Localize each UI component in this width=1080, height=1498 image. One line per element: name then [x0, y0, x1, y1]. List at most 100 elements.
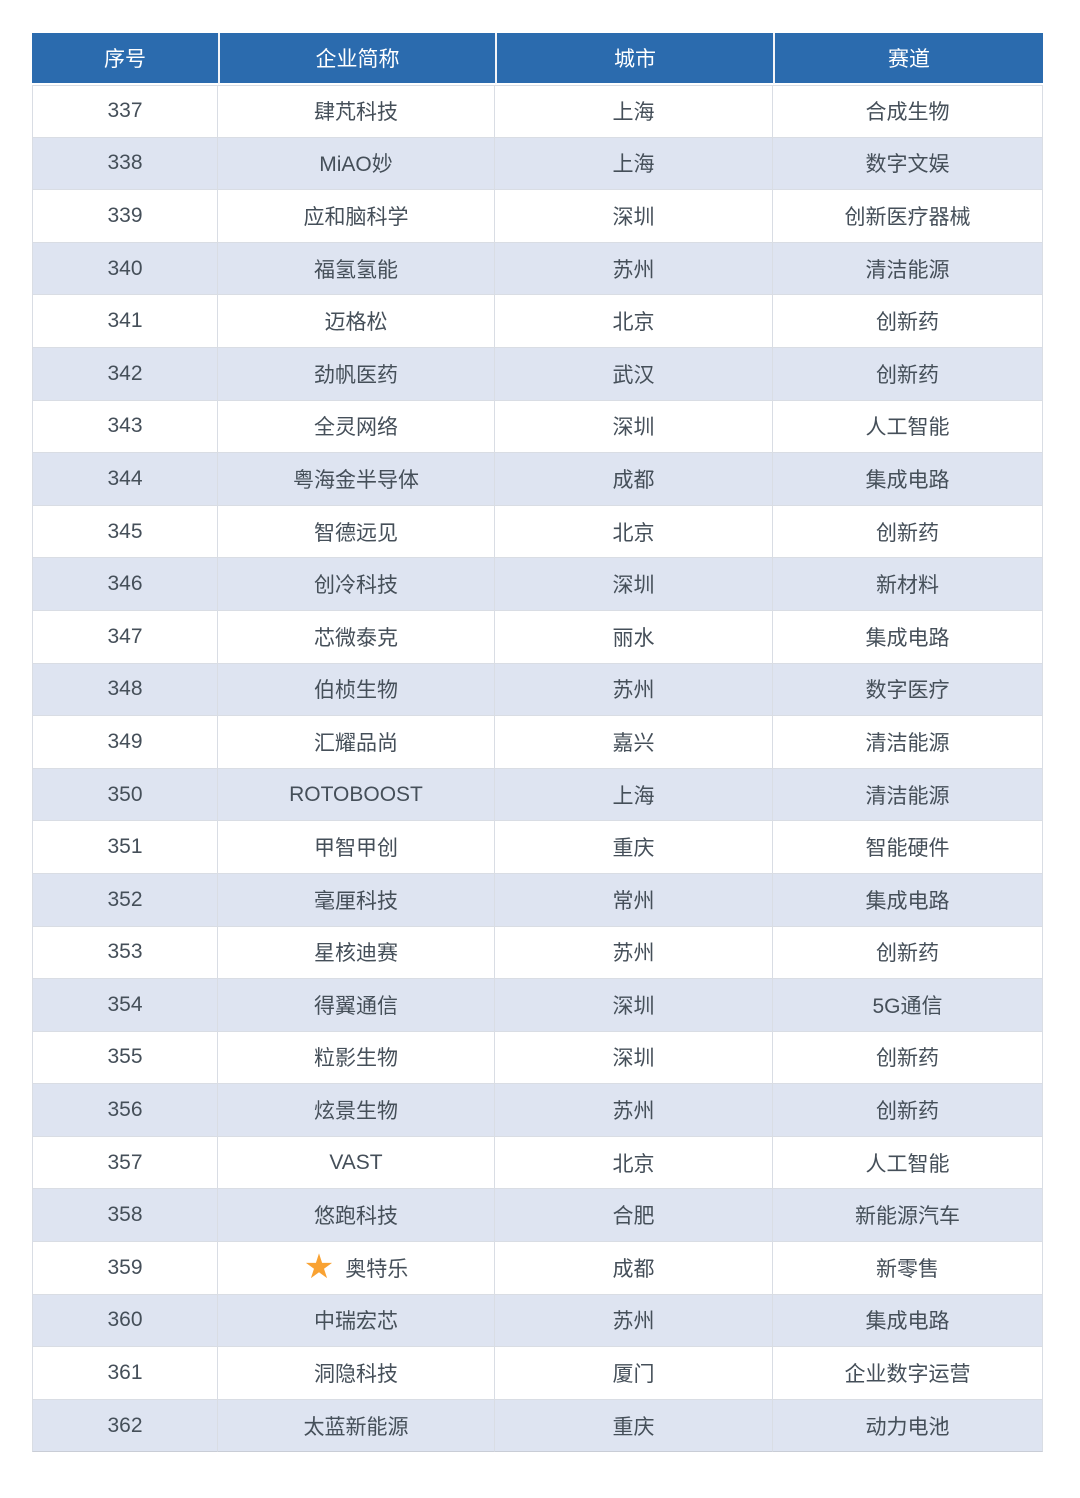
cell-no: 342 [32, 347, 218, 401]
cell-company: 得翼通信 [218, 979, 495, 1032]
cell-company: 全灵网络 [218, 400, 495, 454]
table-row: 343 全灵网络 深圳 人工智能 [32, 400, 1043, 454]
company-cell-content: 甲智甲创 [218, 832, 494, 862]
cell-no: 359 [32, 1242, 218, 1295]
table-row: 338 MiAO妙 上海 数字文娱 [32, 137, 1043, 191]
table-row: 348 伯桢生物 苏州 数字医疗 [32, 663, 1043, 717]
company-name: 迈格松 [324, 311, 388, 335]
cell-track: 人工智能 [773, 1136, 1043, 1190]
table-header: 序号 企业简称 城市 赛道 [32, 33, 1043, 85]
cell-track: 清洁能源 [773, 768, 1043, 822]
company-cell-content: 汇耀品尚 [218, 727, 494, 757]
cell-city: 上海 [495, 85, 773, 138]
table-row: 340 福氢氢能 苏州 清洁能源 [32, 242, 1043, 296]
cell-city: 深圳 [495, 190, 773, 243]
table-row: 345 智德远见 北京 创新药 [32, 505, 1043, 559]
cell-track: 企业数字运营 [773, 1347, 1043, 1400]
cell-track: 新零售 [773, 1242, 1043, 1295]
cell-no: 361 [32, 1347, 218, 1400]
cell-city: 北京 [495, 1136, 773, 1190]
cell-no: 341 [32, 295, 218, 348]
cell-company: 星核迪赛 [218, 926, 495, 980]
cell-city: 深圳 [495, 979, 773, 1032]
company-cell-content: 全灵网络 [218, 411, 494, 441]
company-name: 星核迪赛 [314, 942, 398, 966]
cell-no: 339 [32, 190, 218, 243]
company-cell-content: ★ 奥特乐 [218, 1247, 494, 1286]
company-cell-content: 太蓝新能源 [218, 1411, 494, 1441]
cell-city: 丽水 [495, 610, 773, 664]
cell-no: 350 [32, 768, 218, 822]
company-name: 毫厘科技 [314, 889, 398, 913]
table-row: 337 肆芃科技 上海 合成生物 [32, 85, 1043, 138]
table-row: 361 洞隐科技 厦门 企业数字运营 [32, 1347, 1043, 1400]
column-header-track: 赛道 [773, 33, 1043, 85]
cell-company: 伯桢生物 [218, 663, 495, 717]
star-icon: ★ [303, 1247, 335, 1286]
company-cell-content: 芯微泰克 [218, 622, 494, 652]
table-row: 356 炫景生物 苏州 创新药 [32, 1084, 1043, 1137]
company-name: 悠跑科技 [314, 1205, 398, 1229]
cell-company: 甲智甲创 [218, 821, 495, 874]
cell-no: 354 [32, 979, 218, 1032]
cell-track: 集成电路 [773, 873, 1043, 927]
company-cell-content: 悠跑科技 [218, 1200, 494, 1230]
cell-track: 创新医疗器械 [773, 190, 1043, 243]
company-cell-content: 得翼通信 [218, 990, 494, 1020]
cell-no: 344 [32, 453, 218, 506]
company-name: 智德远见 [314, 521, 398, 545]
cell-no: 346 [32, 558, 218, 611]
cell-no: 338 [32, 137, 218, 191]
table-row: 344 粤海金半导体 成都 集成电路 [32, 453, 1043, 506]
cell-no: 355 [32, 1031, 218, 1085]
cell-track: 创新药 [773, 1031, 1043, 1085]
company-name: 芯微泰克 [314, 626, 398, 650]
company-name: 奥特乐 [345, 1257, 409, 1281]
cell-no: 358 [32, 1189, 218, 1243]
cell-no: 343 [32, 400, 218, 454]
table-row: 358 悠跑科技 合肥 新能源汽车 [32, 1189, 1043, 1243]
cell-no: 349 [32, 716, 218, 769]
table-row: 354 得翼通信 深圳 5G通信 [32, 979, 1043, 1032]
cell-company: 芯微泰克 [218, 610, 495, 664]
cell-company: 创冷科技 [218, 558, 495, 611]
cell-city: 苏州 [495, 663, 773, 717]
cell-track: 数字文娱 [773, 137, 1043, 191]
cell-track: 创新药 [773, 505, 1043, 559]
column-header-city: 城市 [495, 33, 773, 85]
table-row: 355 粒影生物 深圳 创新药 [32, 1031, 1043, 1085]
company-name: 肆芃科技 [314, 101, 398, 125]
company-cell-content: 应和脑科学 [218, 201, 494, 231]
cell-company: 福氢氢能 [218, 242, 495, 296]
cell-track: 清洁能源 [773, 716, 1043, 769]
company-name: 伯桢生物 [314, 679, 398, 703]
column-header-no: 序号 [32, 33, 218, 85]
company-cell-content: 迈格松 [218, 306, 494, 336]
cell-no: 362 [32, 1399, 218, 1453]
cell-track: 智能硬件 [773, 821, 1043, 874]
cell-company: 智德远见 [218, 505, 495, 559]
company-name: VAST [329, 1150, 383, 1174]
cell-city: 苏州 [495, 242, 773, 296]
table-row: 346 创冷科技 深圳 新材料 [32, 558, 1043, 611]
cell-track: 清洁能源 [773, 242, 1043, 296]
company-cell-content: VAST [218, 1151, 494, 1175]
table-row: 347 芯微泰克 丽水 集成电路 [32, 610, 1043, 664]
cell-no: 352 [32, 873, 218, 927]
cell-track: 集成电路 [773, 610, 1043, 664]
company-cell-content: 伯桢生物 [218, 674, 494, 704]
cell-track: 合成生物 [773, 85, 1043, 138]
cell-company: ROTOBOOST [218, 768, 495, 822]
cell-no: 356 [32, 1084, 218, 1137]
cell-track: 创新药 [773, 926, 1043, 980]
cell-city: 合肥 [495, 1189, 773, 1243]
company-name: 汇耀品尚 [314, 731, 398, 755]
cell-company: 毫厘科技 [218, 873, 495, 927]
cell-city: 北京 [495, 295, 773, 348]
table-row: 353 星核迪赛 苏州 创新药 [32, 926, 1043, 980]
company-cell-content: 星核迪赛 [218, 937, 494, 967]
cell-track: 集成电路 [773, 1294, 1043, 1348]
header-row: 序号 企业简称 城市 赛道 [32, 33, 1043, 85]
table-row: 349 汇耀品尚 嘉兴 清洁能源 [32, 716, 1043, 769]
